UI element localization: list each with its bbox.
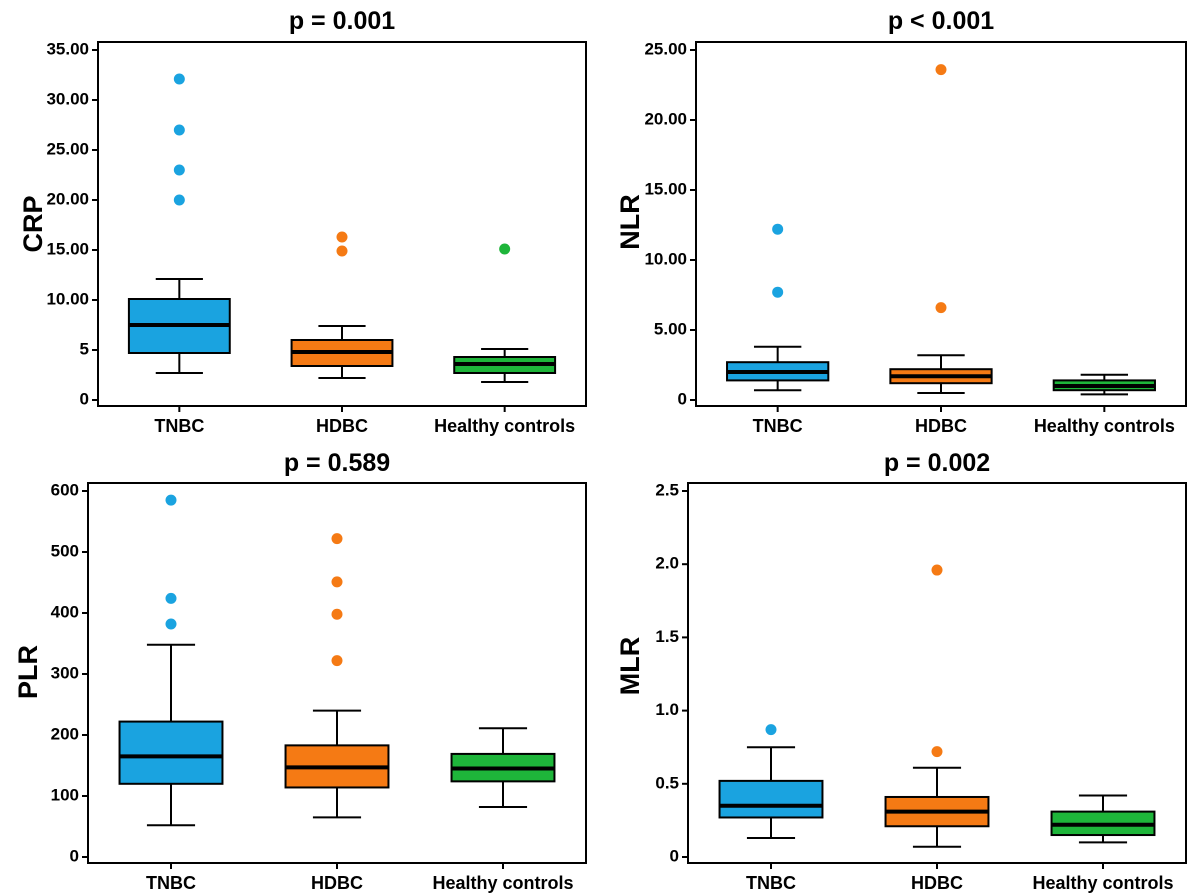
outlier-point xyxy=(173,73,185,85)
y-tick-label: 2.5 xyxy=(655,480,679,499)
y-tick-label: 10.00 xyxy=(46,289,89,308)
box-tnbc xyxy=(118,494,224,827)
y-tick-label: 30.00 xyxy=(46,89,89,108)
outlier-point xyxy=(772,286,784,298)
y-tick-label: 10.00 xyxy=(644,249,687,268)
iqr-box xyxy=(718,779,824,819)
y-tick-label: 100 xyxy=(51,785,79,804)
outlier-point xyxy=(331,608,343,620)
box-hdbc xyxy=(284,533,390,819)
y-tick-label: 25.00 xyxy=(46,139,89,158)
box-tnbc xyxy=(718,724,824,839)
outlier-point xyxy=(173,164,185,176)
y-axis-label: PLR xyxy=(13,645,43,699)
box-tnbc xyxy=(127,73,231,374)
box-hdbc xyxy=(884,564,990,848)
y-tick-label: 5 xyxy=(80,339,89,358)
y-tick-label: 0.5 xyxy=(655,773,679,792)
y-tick-label: 1.5 xyxy=(655,627,679,646)
y-tick-label: 20.00 xyxy=(46,189,89,208)
iqr-box xyxy=(118,720,224,785)
chart-title: p = 0.002 xyxy=(884,449,990,477)
x-tick-label: HDBC xyxy=(316,416,368,436)
outlier-point xyxy=(931,746,943,758)
chart-panel-plr: p = 0.589 PLR 0 100 200 300 400 500 600 TNBC HDBC H… xyxy=(13,449,587,893)
box-hdbc xyxy=(889,64,993,394)
outlier-point xyxy=(165,592,177,604)
x-tick-label: Healthy controls xyxy=(432,873,573,893)
outlier-point xyxy=(331,655,343,667)
y-tick-label: 2.0 xyxy=(655,554,679,573)
chart-title: p < 0.001 xyxy=(888,7,994,35)
x-tick-label: TNBC xyxy=(146,873,196,893)
x-tick-label: TNBC xyxy=(154,416,204,436)
outlier-point xyxy=(935,64,947,76)
outlier-point xyxy=(765,724,777,736)
x-tick-label: HDBC xyxy=(915,416,967,436)
y-tick-label: 5.00 xyxy=(654,319,687,338)
y-tick-label: 200 xyxy=(51,724,79,743)
box-healthy-controls xyxy=(450,727,556,808)
y-axis-label: MLR xyxy=(615,637,645,695)
y-axis-label: CRP xyxy=(18,195,48,252)
box-healthy-controls xyxy=(1050,794,1156,844)
y-tick-label: 0 xyxy=(678,389,687,408)
box-healthy-controls xyxy=(1052,373,1156,396)
outlier-point xyxy=(331,533,343,545)
y-tick-label: 300 xyxy=(51,663,79,682)
x-tick-label: TNBC xyxy=(753,416,803,436)
outlier-point xyxy=(772,223,784,235)
outlier-point xyxy=(336,231,348,243)
y-tick-label: 35.00 xyxy=(46,39,89,58)
outlier-point xyxy=(331,576,343,588)
y-tick-label: 600 xyxy=(51,480,79,499)
chart-panel-mlr: p = 0.002 MLR 0 0.5 1.0 1.5 2.0 2.5 TNBC HDBC Heal… xyxy=(615,449,1187,893)
outlier-point xyxy=(499,243,511,255)
chart-panel-crp: p = 0.001 CRP 0 5 10.00 15.00 20.00 25.00 30.00 3… xyxy=(18,7,587,436)
y-axis-label: NLR xyxy=(615,194,645,250)
y-tick-label: 0 xyxy=(70,846,79,865)
outlier-point xyxy=(336,245,348,257)
outlier-point xyxy=(173,194,185,206)
box-hdbc xyxy=(290,231,394,379)
y-tick-label: 0 xyxy=(670,846,679,865)
x-tick-label: Healthy controls xyxy=(434,416,575,436)
plot-frame xyxy=(695,41,1187,407)
y-tick-label: 25.00 xyxy=(644,39,687,58)
box-tnbc xyxy=(726,223,830,392)
y-tick-label: 1.0 xyxy=(655,700,679,719)
y-tick-label: 20.00 xyxy=(644,109,687,128)
y-tick-label: 500 xyxy=(51,541,79,560)
x-tick-label: TNBC xyxy=(746,873,796,893)
chart-title: p = 0.589 xyxy=(284,449,390,477)
y-tick-label: 400 xyxy=(51,602,79,621)
box-healthy-controls xyxy=(453,243,557,383)
x-tick-label: Healthy controls xyxy=(1032,873,1173,893)
chart-panel-nlr: p < 0.001 NLR 0 5.00 10.00 15.00 20.00 25.00 TNB… xyxy=(615,7,1187,436)
outlier-point xyxy=(173,124,185,136)
outlier-point xyxy=(935,302,947,314)
y-tick-label: 0 xyxy=(80,389,89,408)
x-tick-label: HDBC xyxy=(311,873,363,893)
x-tick-label: Healthy controls xyxy=(1034,416,1175,436)
outlier-point xyxy=(165,494,177,506)
y-tick-label: 15.00 xyxy=(644,179,687,198)
outlier-point xyxy=(931,564,943,576)
x-tick-label: HDBC xyxy=(911,873,963,893)
chart-title: p = 0.001 xyxy=(289,7,395,35)
outlier-point xyxy=(165,618,177,630)
y-tick-label: 15.00 xyxy=(46,239,89,258)
